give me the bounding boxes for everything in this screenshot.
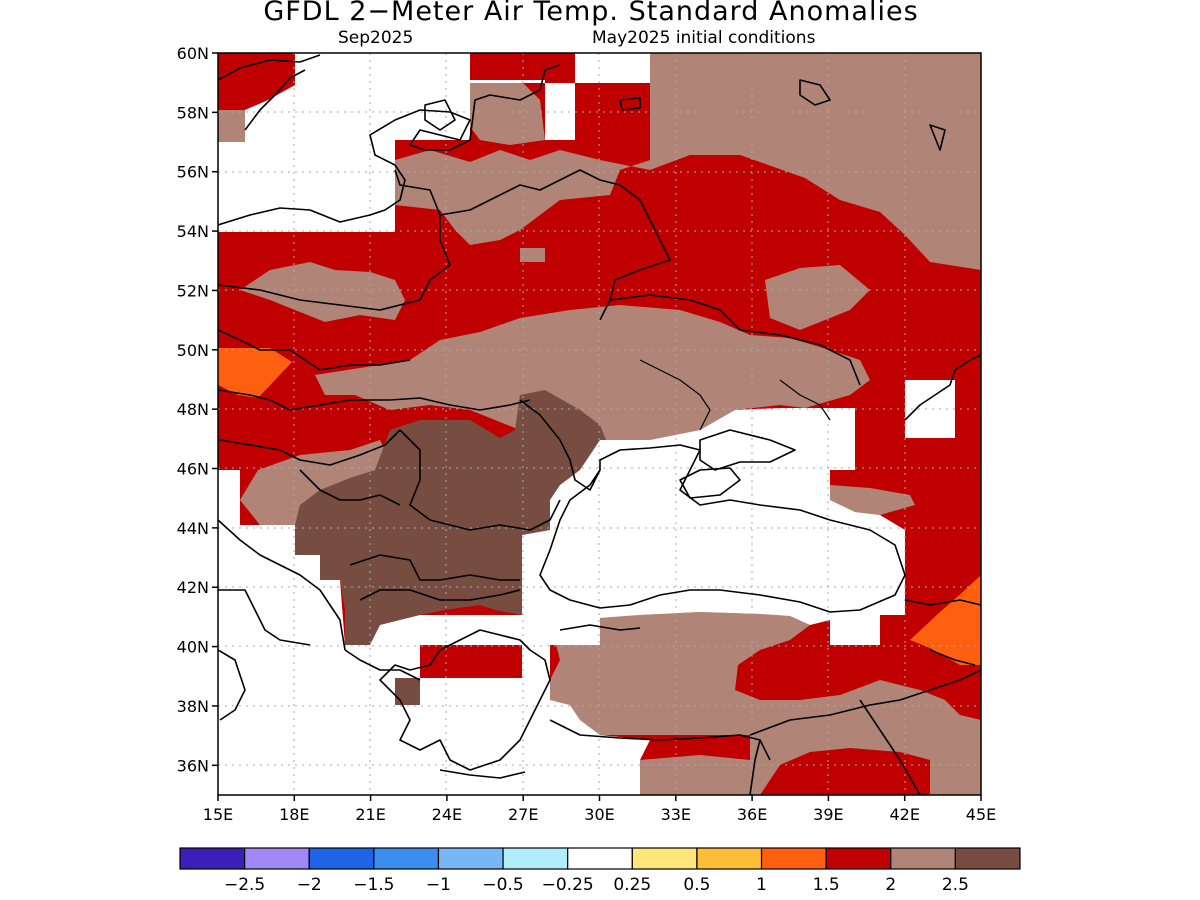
lat-label: 46N	[177, 460, 209, 479]
colorbar-swatch	[954, 847, 1021, 870]
colorbar-label: −1.5	[353, 875, 394, 895]
lat-label: 52N	[177, 281, 209, 300]
lon-label: 15E	[203, 805, 233, 824]
colorbar-label: 2.5	[942, 875, 969, 895]
anomaly-regions-orange	[218, 348, 981, 665]
lon-label: 21E	[355, 805, 385, 824]
lat-label: 54N	[177, 222, 209, 241]
colorbar-label: −2.5	[224, 875, 265, 895]
colorbar-label: 0.25	[613, 875, 651, 895]
anomaly-regions-white	[218, 53, 955, 795]
lon-label: 45E	[966, 805, 996, 824]
colorbar-swatch	[890, 847, 956, 870]
colorbar-label: −0.5	[482, 875, 523, 895]
axis-ticks	[212, 52, 982, 801]
colorbar-swatch	[760, 847, 827, 870]
colorbar-labels: −2.5 −2 −1.5 −1 −0.5 −0.25 0.25 0.5 1 1.5 2 2.5	[224, 875, 969, 895]
colorbar-label: 1.5	[813, 875, 840, 895]
colorbar-label: −0.25	[542, 875, 594, 895]
colorbar-swatch	[179, 847, 246, 870]
map-title: GFDL 2−Meter Air Temp. Standard Anomalie…	[263, 0, 919, 27]
colorbar-swatch	[373, 847, 440, 870]
lon-label: 18E	[279, 805, 309, 824]
lat-label: 58N	[177, 103, 209, 122]
colorbar-swatch	[567, 847, 633, 870]
longitude-labels: 15E 18E 21E 24E 27E 30E 33E 36E 39E 42E 45E	[203, 805, 996, 824]
lat-label: 60N	[177, 44, 209, 63]
colorbar-swatch	[631, 847, 698, 870]
initial-conditions: May2025 initial conditions	[592, 28, 816, 48]
colorbar-swatch	[502, 847, 569, 870]
lon-label: 42E	[889, 805, 919, 824]
lat-label: 40N	[177, 638, 209, 657]
map-gridlines	[218, 53, 981, 795]
coastlines-borders	[218, 54, 981, 795]
forecast-month: Sep2025	[338, 28, 414, 48]
map-field	[218, 53, 981, 795]
colorbar-swatch	[437, 847, 504, 870]
colorbar-swatch	[244, 847, 310, 870]
lon-label: 30E	[584, 805, 614, 824]
lat-label: 50N	[177, 341, 209, 360]
colorbar-label: 1	[756, 875, 767, 895]
lon-label: 36E	[737, 805, 767, 824]
colorbar-label: 0.5	[683, 875, 710, 895]
lat-label: 44N	[177, 519, 209, 538]
latitude-labels: 60N 58N 56N 54N 52N 50N 48N 46N 44N 42N 40N 38N 36N	[177, 44, 209, 775]
lat-label: 38N	[177, 697, 209, 716]
lat-label: 36N	[177, 756, 209, 775]
colorbar-swatch	[825, 847, 892, 870]
colorbar-swatch	[696, 847, 763, 870]
lon-label: 33E	[661, 805, 691, 824]
lon-label: 27E	[508, 805, 538, 824]
lat-label: 56N	[177, 163, 209, 182]
lon-label: 24E	[432, 805, 462, 824]
colorbar	[179, 847, 1021, 870]
lon-label: 39E	[813, 805, 843, 824]
colorbar-label: −2	[297, 875, 322, 895]
colorbar-label: −1	[426, 875, 451, 895]
lat-label: 48N	[177, 400, 209, 419]
colorbar-label: 2	[885, 875, 896, 895]
colorbar-swatch	[308, 847, 375, 870]
lat-label: 42N	[177, 578, 209, 597]
